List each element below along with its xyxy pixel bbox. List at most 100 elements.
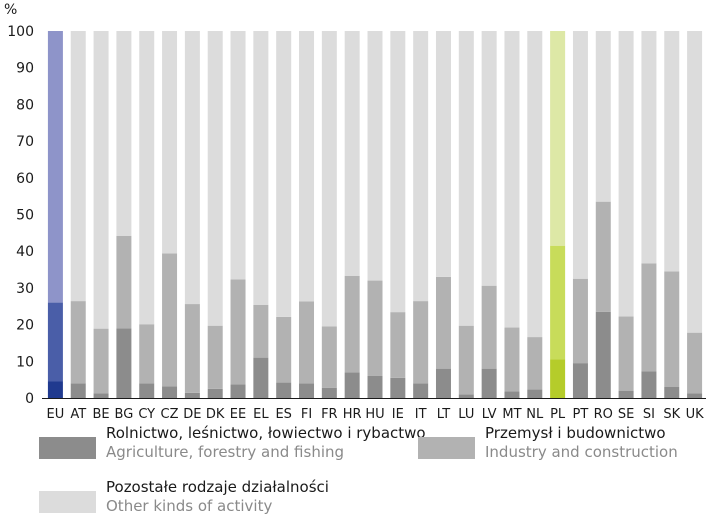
bar-segment-industry-fr bbox=[321, 326, 337, 388]
bar-segment-agriculture-lv bbox=[481, 368, 497, 398]
y-tick-label: 90 bbox=[16, 61, 34, 77]
bar-segment-industry-at bbox=[70, 301, 86, 384]
bar-segment-agriculture-ro bbox=[595, 311, 611, 398]
bar-segment-industry-nl bbox=[527, 337, 543, 390]
bar-segment-agriculture-se bbox=[618, 390, 634, 398]
x-tick-label: PT bbox=[573, 407, 589, 420]
bar-segment-other-be bbox=[93, 31, 109, 329]
bar-segment-other-ro bbox=[595, 31, 611, 202]
bar-segment-agriculture-hr bbox=[344, 372, 360, 398]
y-axis: 0 10 20 30 40 50 60 70 80 90 100 bbox=[7, 24, 34, 407]
bar-segment-other-lt bbox=[435, 31, 451, 277]
bar-segment-other-cy bbox=[139, 31, 155, 325]
x-tick-label: BG bbox=[115, 407, 134, 420]
legend-swatch-industry bbox=[418, 437, 475, 459]
bar-segment-industry-fi bbox=[299, 301, 315, 384]
x-tick-label: EL bbox=[253, 407, 269, 420]
bar-segment-industry-bg bbox=[116, 235, 132, 329]
x-tick-label: MT bbox=[502, 407, 521, 420]
legend-item-other: Pozostałe rodzaje działalności Other kin… bbox=[39, 478, 329, 516]
bar-segment-agriculture-hu bbox=[367, 375, 383, 398]
bar-segment-other-ie bbox=[390, 31, 406, 313]
legend-label-other-pl: Pozostałe rodzaje działalności bbox=[106, 478, 329, 496]
x-tick-label: CZ bbox=[161, 407, 179, 420]
bar-segment-agriculture-pt bbox=[572, 363, 588, 398]
bar-segment-agriculture-lu bbox=[458, 394, 474, 398]
legend-swatch-other bbox=[39, 491, 96, 513]
x-tick-label: BE bbox=[92, 407, 109, 420]
bar-segment-industry-uk bbox=[687, 332, 703, 394]
bar-segment-industry-sk bbox=[664, 271, 680, 387]
bar-segment-agriculture-de bbox=[184, 392, 200, 398]
bar-segment-industry-mt bbox=[504, 327, 520, 392]
bar-segment-other-fr bbox=[321, 31, 337, 327]
y-tick-label: 50 bbox=[16, 208, 34, 224]
x-tick-label: LV bbox=[482, 407, 497, 420]
y-tick-label: 10 bbox=[16, 354, 34, 370]
y-tick-label: 60 bbox=[16, 171, 34, 187]
x-tick-label: CY bbox=[138, 407, 155, 420]
bar-segment-industry-cz bbox=[162, 253, 178, 387]
y-tick-label: 70 bbox=[16, 134, 34, 150]
bar-segment-agriculture-lt bbox=[435, 368, 451, 398]
bar-segment-industry-be bbox=[93, 328, 109, 394]
bar-segment-other-pl bbox=[550, 31, 566, 246]
bar-segment-agriculture-es bbox=[276, 382, 292, 398]
legend-swatch-agriculture bbox=[39, 437, 96, 459]
x-tick-label: HR bbox=[343, 407, 362, 420]
bar-segment-industry-si bbox=[641, 263, 657, 372]
bar-segment-industry-pt bbox=[572, 278, 588, 364]
bar-segment-industry-hu bbox=[367, 280, 383, 376]
y-tick-label: 30 bbox=[16, 281, 34, 297]
y-tick-label: 0 bbox=[25, 391, 34, 407]
x-tick-label: IT bbox=[415, 407, 427, 420]
legend-label-agriculture-en: Agriculture, forestry and fishing bbox=[106, 443, 345, 461]
legend-item-industry: Przemysł i budownictwo Industry and cons… bbox=[418, 424, 678, 462]
bar-segment-agriculture-ie bbox=[390, 377, 406, 398]
bar-segment-other-cz bbox=[162, 31, 178, 254]
bar-segment-industry-lt bbox=[435, 276, 451, 369]
x-tick-label: DE bbox=[183, 407, 201, 420]
bar-segment-other-es bbox=[276, 31, 292, 317]
x-tick-label: NL bbox=[526, 407, 544, 420]
bar-segment-agriculture-be bbox=[93, 393, 109, 398]
y-tick-label: 40 bbox=[16, 244, 34, 260]
bars bbox=[47, 31, 703, 398]
bar-segment-other-hu bbox=[367, 31, 383, 281]
x-tick-label: DK bbox=[206, 407, 225, 420]
bar-segment-other-nl bbox=[527, 31, 543, 338]
bar-segment-industry-hr bbox=[344, 275, 360, 373]
legend-label-industry-pl: Przemysł i budownictwo bbox=[485, 424, 666, 442]
x-tick-label: EU bbox=[47, 407, 65, 420]
bar-segment-industry-ie bbox=[390, 312, 406, 378]
bar-segment-other-bg bbox=[116, 31, 132, 236]
bar-segment-other-at bbox=[70, 31, 86, 302]
bar-segment-agriculture-fi bbox=[299, 383, 315, 398]
legend: Rolnictwo, leśnictwo, łowiectwo i rybact… bbox=[0, 420, 711, 524]
bar-segment-agriculture-it bbox=[413, 383, 429, 398]
x-axis: EU AT BE BG CY CZ DE DK EE EL ES FI FR HR HU IE IT LT LU LV… bbox=[47, 407, 705, 420]
x-tick-label: LU bbox=[458, 407, 474, 420]
bar-segment-industry-pl bbox=[550, 245, 566, 360]
legend-label-other-en: Other kinds of activity bbox=[106, 497, 273, 515]
bar-segment-industry-dk bbox=[207, 325, 223, 389]
x-tick-label: SK bbox=[663, 407, 680, 420]
y-tick-label: 80 bbox=[16, 97, 34, 113]
bar-segment-other-hr bbox=[344, 31, 360, 276]
y-tick-label: 100 bbox=[7, 24, 34, 40]
bar-segment-industry-de bbox=[184, 304, 200, 393]
bar-segment-agriculture-si bbox=[641, 371, 657, 398]
bar-segment-other-sk bbox=[664, 31, 680, 272]
bar-segment-industry-ro bbox=[595, 201, 611, 312]
bar-segment-other-si bbox=[641, 31, 657, 264]
x-tick-label: FR bbox=[321, 407, 338, 420]
bar-segment-other-ee bbox=[230, 31, 246, 280]
x-tick-label: SI bbox=[643, 407, 655, 420]
y-axis-unit-label: % bbox=[4, 2, 17, 18]
bar-segment-agriculture-el bbox=[253, 357, 269, 398]
bar-segment-agriculture-nl bbox=[527, 389, 543, 398]
bar-segment-industry-cy bbox=[139, 324, 155, 384]
bar-segment-industry-eu bbox=[47, 302, 63, 382]
bar-segment-other-it bbox=[413, 31, 429, 302]
bar-segment-other-uk bbox=[687, 31, 703, 333]
